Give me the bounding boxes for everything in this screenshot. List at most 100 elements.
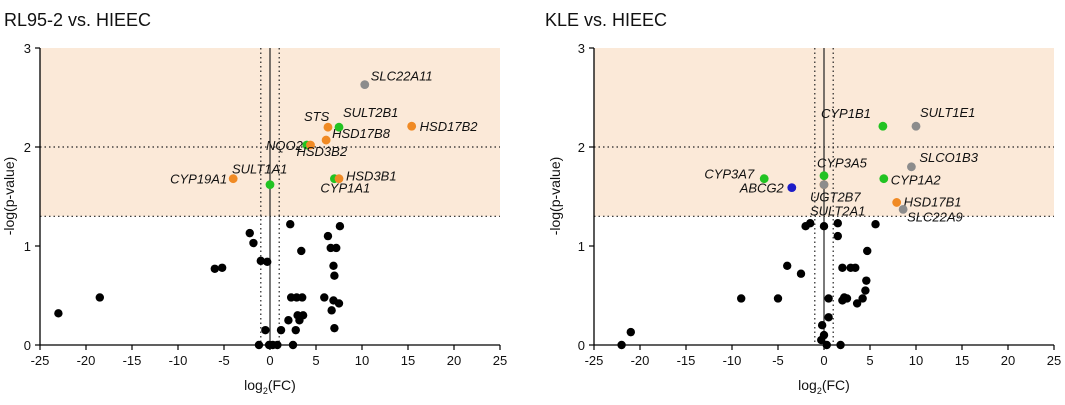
- point-sult1a1: [265, 180, 275, 190]
- point: [819, 222, 829, 231]
- point: [851, 263, 860, 272]
- point: [330, 271, 339, 280]
- point-slc22a9: [898, 204, 908, 214]
- x-tick-label: -10: [169, 353, 188, 368]
- point: [320, 293, 329, 302]
- x-axis-label: log2(FC): [798, 377, 850, 396]
- x-axis-label: log2(FC): [244, 377, 296, 396]
- point: [824, 313, 833, 322]
- point: [796, 269, 806, 278]
- gene-label-cyp1a2: CYP1A2: [891, 173, 942, 188]
- y-tick-label: 2: [578, 140, 585, 155]
- point-cyp3a5: [819, 171, 829, 181]
- point-hsd17b8: [321, 135, 331, 145]
- point: [824, 294, 833, 303]
- y-tick-label: 3: [578, 41, 585, 56]
- gene-label-hsd17b2: HSD17B2: [420, 119, 479, 134]
- gene-label-sult1e1: SULT1E1: [920, 105, 975, 120]
- gene-label-ugt2b7: UGT2B7: [810, 190, 861, 205]
- x-tick-label: 20: [1001, 353, 1015, 368]
- point-slco1b3: [907, 162, 916, 172]
- gene-label-abcg2: ABCG2: [739, 181, 785, 196]
- point: [617, 340, 626, 350]
- plot-area: -25 -20 -15 -10 -5 0 5 10 15 20 25 0 1 2 3 CYP1B1 SULT1E…: [578, 41, 1061, 368]
- point: [861, 286, 870, 295]
- x-tick-label: 0: [820, 353, 827, 368]
- point: [297, 246, 306, 256]
- point: [852, 299, 862, 308]
- point: [817, 321, 827, 330]
- gene-label-hsd3b1: HSD3B1: [346, 169, 397, 184]
- x-tick-label: 15: [401, 353, 415, 368]
- gene-label-sult2b1: SULT2B1: [343, 105, 398, 120]
- point-abcg2: [787, 183, 797, 192]
- gene-label-cyp1a1: CYP1A1: [320, 181, 370, 196]
- gene-label-cyp19a1: CYP19A1: [170, 172, 227, 187]
- y-tick-label: 1: [24, 239, 31, 254]
- point: [773, 294, 783, 303]
- y-tick-label: 0: [24, 338, 31, 353]
- y-axis-label: -log(p-value): [1, 157, 17, 236]
- point-hsd17b1: [892, 198, 902, 207]
- point: [332, 243, 341, 253]
- point: [286, 220, 295, 229]
- x-tick-label: 10: [355, 353, 369, 368]
- point: [291, 325, 300, 335]
- point: [737, 294, 746, 303]
- x-tick-label: 10: [909, 353, 923, 368]
- point: [276, 325, 286, 335]
- point-slc22a11: [360, 80, 370, 90]
- y-tick-label: 0: [578, 338, 585, 353]
- point: [330, 323, 339, 333]
- point: [284, 316, 293, 325]
- point: [863, 246, 872, 256]
- point: [833, 231, 842, 241]
- point: [245, 228, 254, 238]
- x-tick-label: 15: [955, 353, 969, 368]
- point: [871, 220, 880, 229]
- x-tick-label: -25: [31, 353, 50, 368]
- gene-label-hsd17b1: HSD17B1: [904, 194, 962, 209]
- x-tick-label: -5: [218, 353, 230, 368]
- gene-label-slco1b3: SLCO1B3: [919, 150, 978, 165]
- x-tick-label: -20: [77, 353, 96, 368]
- gene-label-cyp3a5: CYP3A5: [817, 156, 868, 171]
- point: [327, 306, 336, 315]
- point-cyp3a7: [759, 174, 769, 184]
- point: [254, 340, 264, 350]
- point: [819, 330, 829, 340]
- x-tick-label: -10: [723, 353, 742, 368]
- point: [838, 263, 847, 272]
- plot-area: -25 -20 -15 -10 -5 0 5 10 15 20 25 0 1 2 3 CYP19A1 SULT1…: [24, 41, 507, 368]
- gene-label-cyp1b1: CYP1B1: [821, 106, 871, 121]
- point-cyp1a2: [879, 174, 889, 184]
- point: [862, 276, 871, 285]
- point: [249, 238, 258, 248]
- volcano-plot-kle: KLE vs. HIEEC -25 -20 -15 -10 -5 0 5 10 15 20 25 0 1…: [545, 10, 1061, 396]
- x-tick-label: 5: [866, 353, 873, 368]
- chart-title: RL95-2 vs. HIEEC: [4, 10, 151, 30]
- point-sult2b1: [334, 122, 344, 132]
- gene-label-sult1a1: SULT1A1: [232, 162, 287, 177]
- point: [263, 257, 272, 267]
- point: [261, 325, 270, 335]
- point: [256, 256, 265, 266]
- point: [836, 340, 845, 350]
- point: [323, 231, 333, 241]
- gene-label-sult2a1: SULT2A1: [810, 204, 865, 219]
- point-sts: [323, 122, 333, 132]
- point: [210, 264, 219, 273]
- point: [217, 263, 227, 272]
- point-sult1e1: [911, 121, 921, 131]
- point: [334, 299, 344, 308]
- x-tick-label: 0: [266, 353, 273, 368]
- gene-label-hsd17b8: HSD17B8: [332, 126, 391, 141]
- point-hsd3b2: [306, 140, 315, 150]
- x-tick-label: 25: [493, 353, 507, 368]
- x-tick-label: -15: [677, 353, 696, 368]
- x-tick-label: 5: [312, 353, 319, 368]
- chart-title: KLE vs. HIEEC: [545, 10, 667, 30]
- point-hsd3b1: [334, 174, 344, 184]
